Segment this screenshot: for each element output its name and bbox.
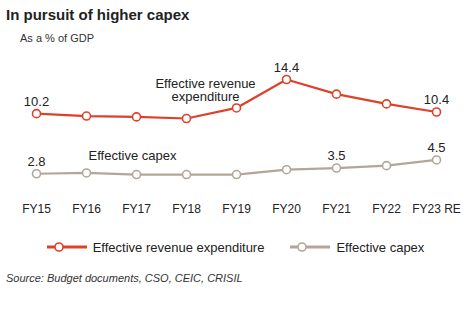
svg-text:FY15: FY15 <box>22 202 51 216</box>
svg-text:10.4: 10.4 <box>424 92 449 107</box>
svg-text:FY20: FY20 <box>272 202 301 216</box>
svg-text:Effective capex: Effective capex <box>89 148 177 163</box>
html-text:Effective revenue expenditure: Effective revenue expenditure <box>92 239 265 255</box>
svg-text:FY16: FY16 <box>72 202 101 216</box>
svg-text:Effective revenueexpenditure: Effective revenueexpenditure <box>155 76 255 104</box>
svg-text:FY21: FY21 <box>322 202 351 216</box>
svg-text:FY23 RE: FY23 RE <box>412 202 461 216</box>
html-text:In pursuit of higher capex: In pursuit of higher capex <box>6 6 190 23</box>
svg-text:FY22: FY22 <box>372 202 401 216</box>
html-text:Effective capex: Effective capex <box>336 239 425 255</box>
html-text:Source: Budget documents, CSO,: Source: Budget documents, CSO, CEIC, CRI… <box>6 272 243 284</box>
svg-text:FY17: FY17 <box>122 202 151 216</box>
svg-text:4.5: 4.5 <box>427 140 445 155</box>
svg-text:14.4: 14.4 <box>274 60 299 75</box>
svg-text:10.2: 10.2 <box>24 94 49 109</box>
html-text:As a % of GDP: As a % of GDP <box>20 32 94 44</box>
svg-text:2.8: 2.8 <box>27 154 45 169</box>
svg-text:FY18: FY18 <box>172 202 201 216</box>
svg-text:FY19: FY19 <box>222 202 251 216</box>
svg-text:3.5: 3.5 <box>327 148 345 163</box>
